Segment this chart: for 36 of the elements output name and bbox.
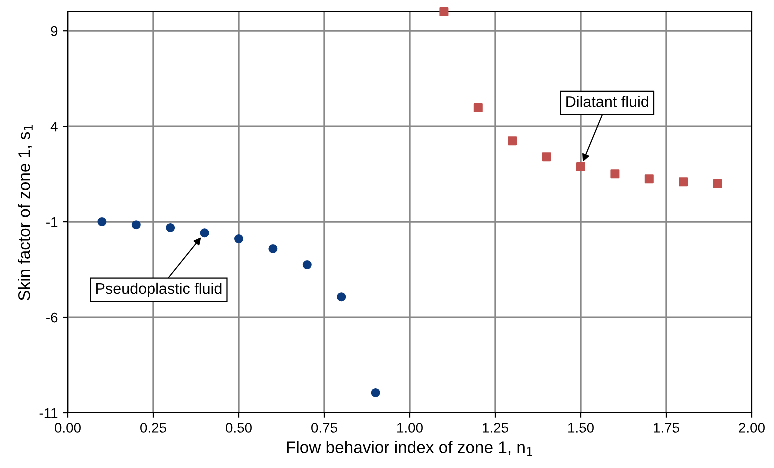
x-tick-label: 1.00 <box>398 423 423 433</box>
y-tick-label: 4 <box>50 122 58 132</box>
point <box>542 152 552 162</box>
y-tick-label: -11 <box>40 408 58 418</box>
x-tick-label: 1.75 <box>654 423 680 433</box>
annotation: Dilatant fluid <box>566 96 648 108</box>
x-tick-label: 0.75 <box>312 423 338 433</box>
annotation: Pseudoplastic fluid <box>96 282 222 298</box>
point <box>679 178 688 187</box>
point <box>474 104 483 113</box>
x-tick-label: 1.25 <box>483 423 508 433</box>
point <box>576 162 586 172</box>
point <box>644 174 654 184</box>
point <box>337 292 346 302</box>
x-tick-label: 1.50 <box>568 423 594 433</box>
point <box>440 8 449 16</box>
y-tick-label: 9 <box>51 26 58 36</box>
point <box>234 234 244 244</box>
point <box>713 180 722 189</box>
point <box>200 228 210 238</box>
point <box>132 220 141 230</box>
point <box>302 260 312 270</box>
point <box>268 244 278 254</box>
y-tick-label: -6 <box>46 312 58 323</box>
y-tick-label: -1 <box>46 218 58 228</box>
x-tick-label: 0.25 <box>140 423 166 433</box>
point <box>166 223 176 232</box>
x-tick-label: 0.50 <box>226 423 252 433</box>
point <box>610 170 620 179</box>
point <box>508 136 518 146</box>
x-axis-title: Flow behavior index of zone 1, n$_{1}$ <box>287 441 532 456</box>
y-axis-title: Skin factor of zone 1, s$_{1}$ <box>18 125 33 301</box>
x-tick-label: 2.00 <box>739 423 765 433</box>
point <box>371 388 380 398</box>
point <box>98 218 107 227</box>
x-tick-label: 0.00 <box>55 423 81 433</box>
